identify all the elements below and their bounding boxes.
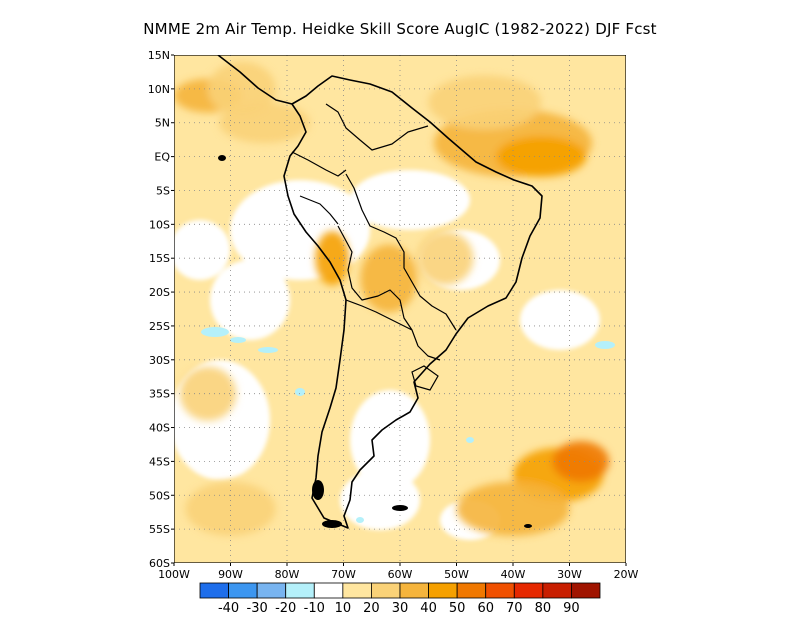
colorbar-label: 60 bbox=[477, 601, 494, 616]
colorbar-bin bbox=[399, 582, 429, 599]
lat-tick-label: 10N bbox=[148, 83, 170, 96]
negative-skill-patch bbox=[356, 517, 364, 523]
lat-tick-label: 5S bbox=[156, 184, 170, 197]
lat-tick-label: 35S bbox=[149, 388, 170, 401]
low-skill-patch bbox=[340, 470, 420, 530]
colorbar-label: -40 bbox=[218, 601, 239, 616]
lat-tick-label: 5N bbox=[155, 117, 170, 130]
lon-tick-label: 60W bbox=[388, 568, 413, 581]
lat-tick-label: 45S bbox=[149, 455, 170, 468]
lat-tick-label: 40S bbox=[149, 422, 170, 435]
lon-tick-label: 40W bbox=[501, 568, 526, 581]
colorbar-bin bbox=[513, 582, 544, 599]
negative-skill-patch bbox=[258, 347, 278, 353]
skill-region bbox=[315, 231, 350, 286]
colorbar-label: -30 bbox=[247, 601, 268, 616]
low-skill-patch bbox=[350, 170, 470, 230]
lat-tick-label: 15N bbox=[148, 49, 170, 62]
page-title: NMME 2m Air Temp. Heidke Skill Score Aug… bbox=[143, 20, 657, 38]
colorbar-bin bbox=[542, 582, 572, 599]
lon-tick-label: 70W bbox=[331, 568, 356, 581]
latitude-labels: 15N 10N 5N EQ 5S 10S 15S 20S 25S 30S 35S 40S 45S 50S 5… bbox=[148, 49, 174, 570]
skill-region bbox=[179, 366, 237, 421]
colorbar-label: 20 bbox=[363, 601, 380, 616]
lon-tick-label: 100W bbox=[158, 568, 190, 581]
lon-tick-label: 80W bbox=[275, 568, 300, 581]
lat-tick-label: EQ bbox=[154, 151, 170, 164]
low-skill-patch bbox=[174, 220, 230, 280]
colorbar-bin bbox=[485, 582, 515, 599]
colorbar-label: 90 bbox=[563, 601, 580, 616]
negative-skill-areas bbox=[201, 327, 615, 523]
lat-tick-label: 15S bbox=[149, 252, 170, 265]
lon-tick-label: 20W bbox=[614, 568, 639, 581]
skill-region bbox=[496, 136, 587, 177]
colorbar-label: 50 bbox=[449, 601, 466, 616]
skill-regions bbox=[174, 61, 610, 536]
skill-region bbox=[456, 481, 570, 536]
island bbox=[218, 155, 226, 161]
skill-region bbox=[185, 481, 276, 536]
colorbar-bin bbox=[371, 582, 401, 599]
skill-region bbox=[428, 75, 542, 130]
colorbar-bin bbox=[285, 582, 315, 599]
colorbar-label: -10 bbox=[304, 601, 325, 616]
colorbar-bin bbox=[428, 582, 458, 599]
low-skill-patch bbox=[210, 260, 290, 340]
skill-region bbox=[552, 441, 610, 482]
lon-tick-label: 90W bbox=[218, 568, 243, 581]
colorbar: -40 -30 -20 -10 10 20 30 40 50 60 70 80 90 bbox=[199, 582, 601, 616]
lat-tick-label: 60S bbox=[149, 557, 170, 570]
colorbar-label: 30 bbox=[392, 601, 409, 616]
lon-tick-label: 50W bbox=[444, 568, 469, 581]
colorbar-label: 40 bbox=[420, 601, 437, 616]
low-skill-patch bbox=[350, 390, 430, 490]
colorbar-bin bbox=[228, 582, 258, 599]
skill-region bbox=[416, 231, 474, 286]
colorbar-bin bbox=[342, 582, 372, 599]
coastline-uruguay bbox=[411, 365, 439, 391]
island bbox=[312, 480, 324, 500]
coastline-south-america bbox=[217, 55, 543, 529]
lat-tick-label: 10S bbox=[149, 218, 170, 231]
colorbar-bin bbox=[199, 582, 229, 599]
negative-skill-patch bbox=[466, 437, 474, 443]
colorbar-label: 70 bbox=[506, 601, 523, 616]
lat-tick-label: 20S bbox=[149, 286, 170, 299]
skill-region bbox=[360, 244, 417, 313]
lat-tick-label: 25S bbox=[149, 320, 170, 333]
colorbar-label: -20 bbox=[275, 601, 296, 616]
colorbar-bin bbox=[456, 582, 487, 599]
colorbar-bin bbox=[313, 582, 344, 599]
skill-region bbox=[207, 61, 276, 116]
island bbox=[322, 520, 342, 528]
island bbox=[392, 505, 408, 511]
colorbar-label: 10 bbox=[335, 601, 352, 616]
negative-skill-patch bbox=[201, 327, 229, 337]
country-borders bbox=[291, 103, 457, 361]
colorbar-label: 80 bbox=[535, 601, 552, 616]
map-frame bbox=[174, 55, 626, 563]
negative-skill-patch bbox=[230, 337, 246, 343]
lat-tick-label: 55S bbox=[149, 523, 170, 536]
island bbox=[524, 524, 532, 528]
colorbar-bin bbox=[256, 582, 287, 599]
lat-tick-label: 50S bbox=[149, 489, 170, 502]
lat-tick-label: 30S bbox=[149, 354, 170, 367]
colorbar-bin bbox=[571, 582, 601, 599]
low-skill-patch bbox=[520, 290, 600, 350]
longitude-labels: 100W 90W 80W 70W 60W 50W 40W 30W 20W bbox=[158, 563, 639, 581]
islands bbox=[218, 155, 532, 528]
negative-skill-patch bbox=[295, 388, 305, 396]
lon-tick-label: 30W bbox=[557, 568, 582, 581]
grid-lines bbox=[174, 55, 626, 563]
negative-skill-patch bbox=[595, 341, 615, 349]
